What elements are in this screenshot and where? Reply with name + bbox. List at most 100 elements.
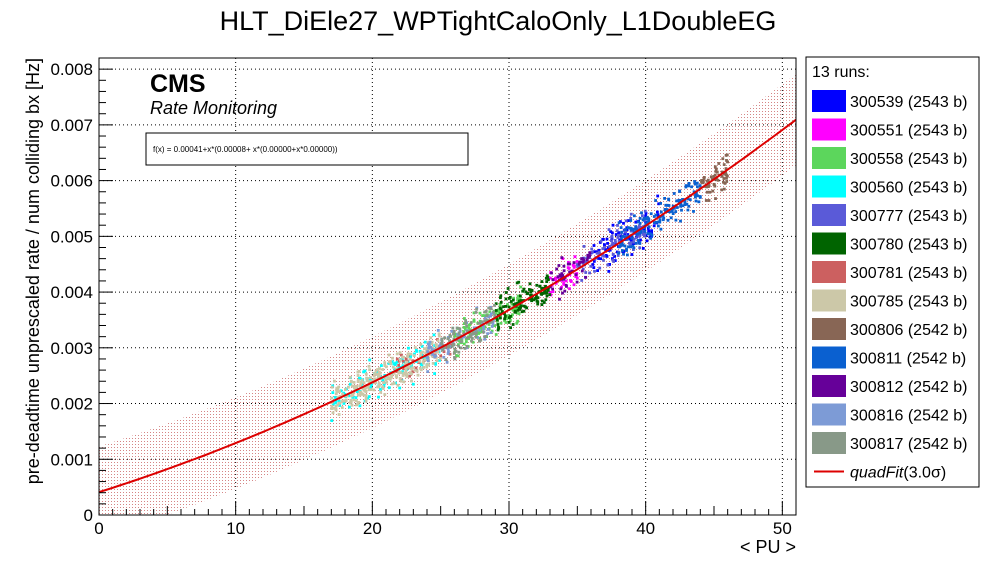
data-point bbox=[362, 370, 365, 374]
data-point bbox=[647, 229, 651, 233]
fit-band bbox=[99, 74, 796, 515]
data-point bbox=[411, 382, 415, 386]
data-point bbox=[597, 248, 601, 252]
data-point bbox=[722, 187, 726, 191]
legend-entry: 300812 (2542 b) bbox=[850, 379, 967, 396]
data-point bbox=[632, 246, 636, 250]
data-point bbox=[518, 308, 522, 311]
data-point bbox=[602, 259, 605, 262]
data-point bbox=[559, 287, 563, 291]
data-point bbox=[489, 312, 493, 316]
data-point bbox=[617, 233, 620, 237]
data-point bbox=[342, 399, 346, 403]
data-point bbox=[514, 310, 517, 314]
chart-title: HLT_DiEle27_WPTightCaloOnly_L1DoubleEG bbox=[220, 6, 777, 36]
data-point bbox=[658, 220, 662, 224]
data-point bbox=[426, 350, 430, 353]
data-point bbox=[529, 290, 533, 294]
series-300780 bbox=[494, 274, 552, 332]
data-point bbox=[358, 390, 362, 394]
data-point bbox=[629, 212, 633, 216]
data-point bbox=[434, 362, 437, 366]
data-point bbox=[344, 398, 348, 402]
data-point bbox=[459, 336, 463, 340]
data-point bbox=[395, 370, 399, 373]
data-point bbox=[632, 248, 635, 251]
data-point bbox=[524, 290, 528, 294]
data-point bbox=[479, 326, 483, 330]
data-point bbox=[373, 372, 376, 375]
data-point bbox=[457, 331, 461, 335]
data-point bbox=[476, 336, 480, 339]
data-point bbox=[434, 354, 438, 358]
data-point bbox=[387, 386, 391, 390]
data-point bbox=[337, 413, 341, 416]
data-point bbox=[687, 182, 691, 185]
data-point bbox=[394, 361, 397, 365]
data-point bbox=[692, 210, 695, 213]
data-point bbox=[681, 204, 685, 208]
data-point bbox=[357, 370, 361, 373]
data-point bbox=[448, 339, 451, 343]
data-point bbox=[627, 245, 630, 249]
data-point bbox=[502, 305, 505, 309]
data-point bbox=[643, 230, 647, 233]
data-point bbox=[381, 387, 385, 390]
data-point bbox=[377, 395, 380, 399]
data-point bbox=[585, 260, 588, 263]
data-point bbox=[629, 229, 633, 233]
data-point bbox=[642, 216, 646, 220]
data-point bbox=[387, 360, 391, 364]
data-point bbox=[426, 341, 430, 344]
data-point bbox=[629, 245, 632, 249]
data-point bbox=[564, 283, 568, 287]
data-point bbox=[455, 326, 459, 330]
data-point bbox=[440, 337, 444, 341]
data-point bbox=[462, 332, 466, 335]
data-point bbox=[424, 347, 428, 351]
data-point bbox=[381, 385, 385, 389]
data-point bbox=[585, 258, 589, 262]
data-point bbox=[341, 392, 344, 396]
data-point bbox=[370, 383, 373, 387]
data-point bbox=[463, 347, 467, 350]
data-point bbox=[623, 235, 627, 239]
data-point bbox=[469, 321, 473, 324]
data-point bbox=[452, 351, 456, 355]
data-point bbox=[518, 299, 521, 303]
data-point bbox=[395, 375, 398, 379]
data-point bbox=[352, 381, 356, 384]
data-point bbox=[528, 288, 531, 291]
data-point bbox=[566, 262, 570, 266]
data-point bbox=[535, 294, 538, 297]
data-point bbox=[599, 257, 603, 261]
data-point bbox=[334, 399, 338, 403]
data-point bbox=[398, 386, 402, 390]
data-point bbox=[724, 167, 728, 170]
data-point bbox=[626, 253, 629, 257]
data-point bbox=[616, 224, 619, 227]
legend-header: 13 runs: bbox=[812, 64, 870, 81]
data-point bbox=[455, 354, 458, 357]
data-point bbox=[608, 245, 611, 248]
legend-entry: 300780 (2543 b) bbox=[850, 237, 967, 254]
data-point bbox=[618, 238, 621, 242]
data-point bbox=[422, 361, 425, 365]
data-point bbox=[632, 242, 636, 245]
data-point bbox=[494, 309, 498, 312]
legend-entry: 300811 (2542 b) bbox=[850, 351, 966, 368]
data-point bbox=[456, 354, 460, 358]
data-point bbox=[662, 216, 666, 220]
data-point bbox=[611, 223, 615, 227]
data-point bbox=[383, 393, 387, 396]
data-point bbox=[589, 264, 593, 268]
data-point bbox=[493, 314, 497, 317]
legend-swatch bbox=[812, 403, 846, 426]
data-point bbox=[354, 396, 358, 399]
data-point bbox=[453, 347, 457, 351]
data-point bbox=[661, 218, 665, 222]
data-point bbox=[611, 258, 615, 262]
data-point bbox=[447, 350, 450, 353]
data-point bbox=[693, 182, 697, 186]
data-point bbox=[702, 180, 705, 184]
